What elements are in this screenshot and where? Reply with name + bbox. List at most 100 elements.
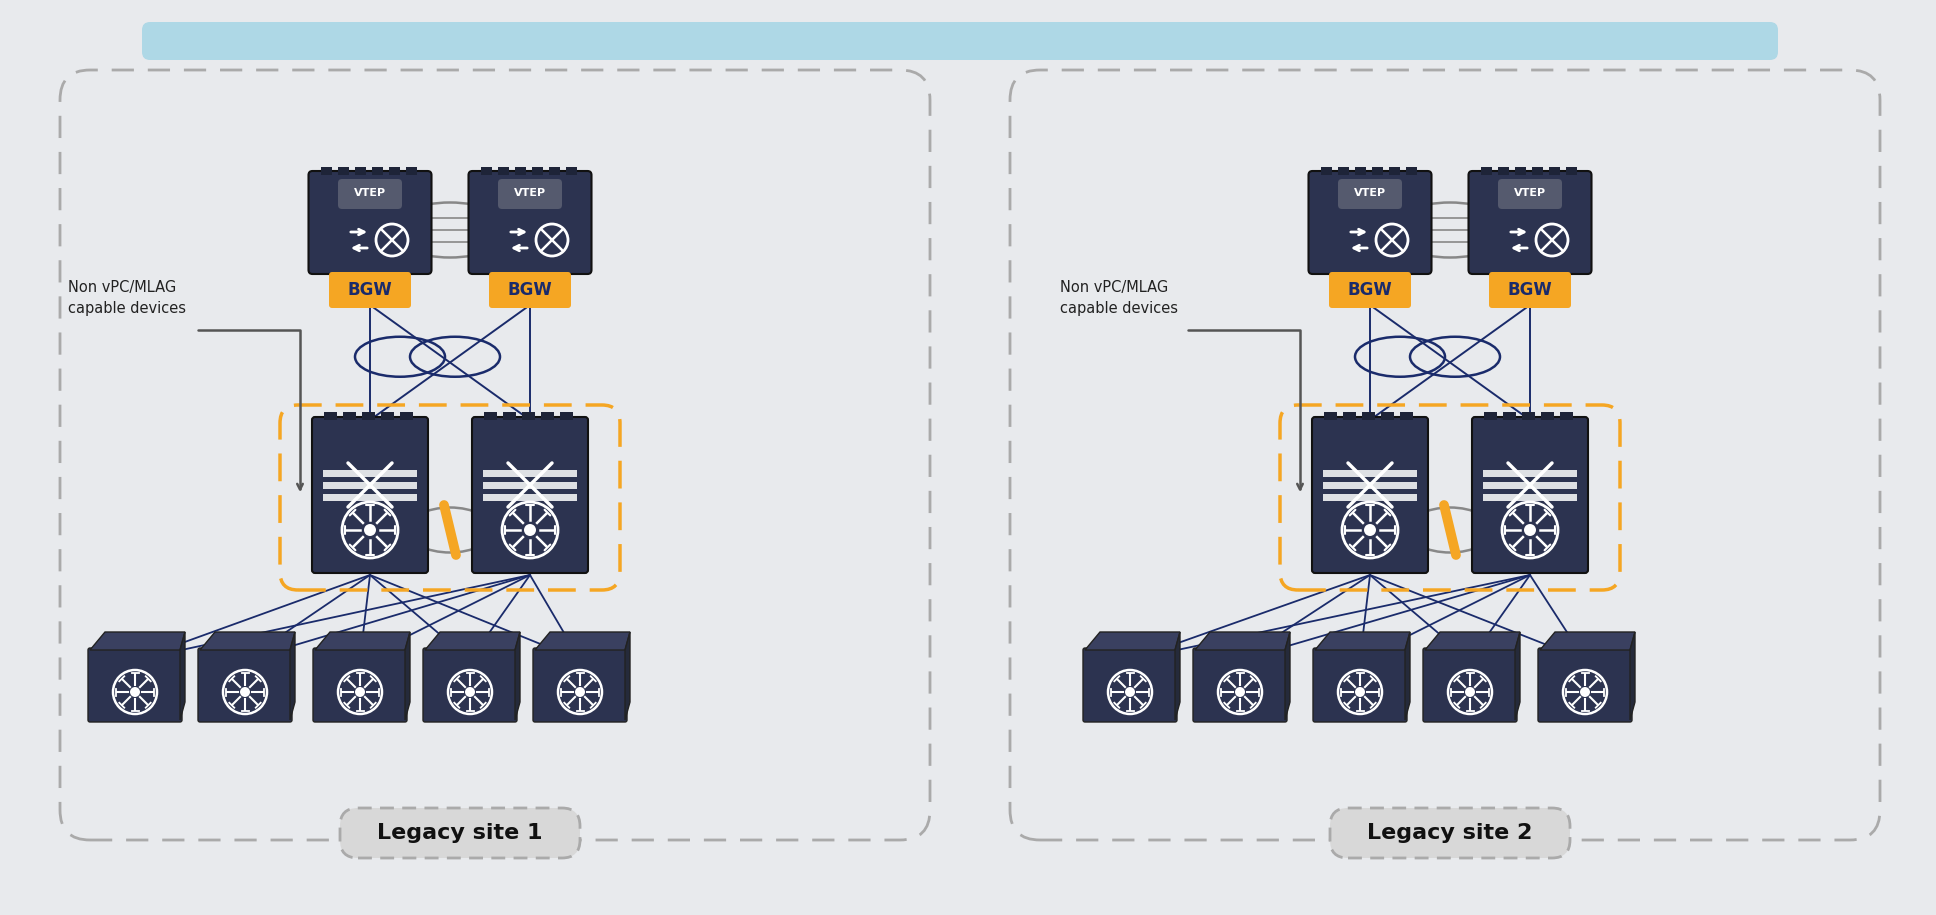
Bar xyxy=(484,412,498,420)
FancyBboxPatch shape xyxy=(482,482,577,489)
Bar xyxy=(523,412,534,420)
Circle shape xyxy=(447,670,492,714)
FancyBboxPatch shape xyxy=(1338,179,1402,209)
Text: Non vPC/MLAG
capable devices: Non vPC/MLAG capable devices xyxy=(68,280,186,316)
FancyBboxPatch shape xyxy=(482,494,577,501)
Bar xyxy=(1502,412,1516,420)
Circle shape xyxy=(240,687,250,697)
Bar xyxy=(1514,167,1526,175)
FancyBboxPatch shape xyxy=(1537,648,1632,722)
FancyBboxPatch shape xyxy=(1322,494,1417,501)
Polygon shape xyxy=(316,632,410,650)
FancyBboxPatch shape xyxy=(323,482,416,489)
Bar xyxy=(354,167,366,175)
FancyBboxPatch shape xyxy=(60,70,929,840)
Bar xyxy=(1371,167,1382,175)
Bar xyxy=(337,167,348,175)
FancyBboxPatch shape xyxy=(1011,70,1880,840)
Bar xyxy=(1531,167,1543,175)
Text: BGW: BGW xyxy=(348,281,393,299)
Bar xyxy=(1363,412,1375,420)
Text: BGW: BGW xyxy=(1508,281,1553,299)
FancyBboxPatch shape xyxy=(1309,171,1431,274)
Circle shape xyxy=(1466,687,1475,697)
FancyBboxPatch shape xyxy=(422,648,517,722)
Text: BGW: BGW xyxy=(1347,281,1392,299)
Polygon shape xyxy=(1286,632,1289,720)
Bar xyxy=(540,412,554,420)
FancyBboxPatch shape xyxy=(341,808,581,858)
FancyBboxPatch shape xyxy=(498,179,561,209)
Bar xyxy=(565,167,577,175)
Bar xyxy=(1344,412,1355,420)
Bar xyxy=(1481,167,1491,175)
Text: VTEP: VTEP xyxy=(1353,188,1386,198)
Circle shape xyxy=(465,687,474,697)
Polygon shape xyxy=(405,632,410,720)
Bar xyxy=(1355,167,1365,175)
Polygon shape xyxy=(1630,632,1636,720)
FancyBboxPatch shape xyxy=(314,648,407,722)
FancyBboxPatch shape xyxy=(482,470,577,477)
Bar xyxy=(405,167,416,175)
FancyBboxPatch shape xyxy=(1082,648,1177,722)
Circle shape xyxy=(339,670,381,714)
Bar xyxy=(1400,412,1413,420)
Bar xyxy=(362,412,376,420)
Bar xyxy=(343,412,356,420)
Bar xyxy=(1566,167,1576,175)
FancyBboxPatch shape xyxy=(1483,494,1578,501)
FancyBboxPatch shape xyxy=(1469,171,1591,274)
Bar xyxy=(532,167,542,175)
FancyBboxPatch shape xyxy=(1328,272,1411,308)
Bar xyxy=(1485,412,1497,420)
Polygon shape xyxy=(1315,632,1409,650)
Polygon shape xyxy=(1195,632,1289,650)
Circle shape xyxy=(1125,687,1134,697)
Text: BGW: BGW xyxy=(507,281,552,299)
FancyBboxPatch shape xyxy=(141,22,1777,60)
Bar xyxy=(1388,167,1400,175)
Polygon shape xyxy=(180,632,186,720)
Bar xyxy=(1338,167,1349,175)
Bar xyxy=(401,412,412,420)
Circle shape xyxy=(1580,687,1589,697)
Circle shape xyxy=(1235,687,1245,697)
Circle shape xyxy=(343,502,399,558)
Circle shape xyxy=(130,687,139,697)
Polygon shape xyxy=(515,632,521,720)
Circle shape xyxy=(1218,670,1262,714)
Bar xyxy=(1320,167,1332,175)
Bar xyxy=(381,412,395,420)
Bar xyxy=(1380,412,1394,420)
Polygon shape xyxy=(426,632,521,650)
Circle shape xyxy=(1355,687,1365,697)
Text: Legacy site 2: Legacy site 2 xyxy=(1367,823,1533,843)
FancyBboxPatch shape xyxy=(308,171,432,274)
Bar xyxy=(1498,167,1508,175)
Polygon shape xyxy=(1516,632,1520,720)
Polygon shape xyxy=(1406,632,1409,720)
FancyBboxPatch shape xyxy=(1489,272,1570,308)
FancyBboxPatch shape xyxy=(339,179,403,209)
Bar xyxy=(323,412,337,420)
Circle shape xyxy=(364,524,376,536)
Bar xyxy=(1549,167,1560,175)
FancyBboxPatch shape xyxy=(323,494,416,501)
FancyBboxPatch shape xyxy=(469,171,592,274)
FancyBboxPatch shape xyxy=(197,648,292,722)
Bar xyxy=(480,167,492,175)
FancyBboxPatch shape xyxy=(87,648,182,722)
Bar xyxy=(1522,412,1535,420)
Text: VTEP: VTEP xyxy=(354,188,385,198)
Polygon shape xyxy=(199,632,294,650)
FancyBboxPatch shape xyxy=(1423,648,1518,722)
FancyBboxPatch shape xyxy=(1322,470,1417,477)
FancyBboxPatch shape xyxy=(1313,648,1407,722)
Polygon shape xyxy=(1084,632,1181,650)
Bar xyxy=(498,167,509,175)
Text: Non vPC/MLAG
capable devices: Non vPC/MLAG capable devices xyxy=(1061,280,1177,316)
FancyBboxPatch shape xyxy=(472,417,589,573)
Polygon shape xyxy=(89,632,186,650)
Circle shape xyxy=(1365,524,1376,536)
